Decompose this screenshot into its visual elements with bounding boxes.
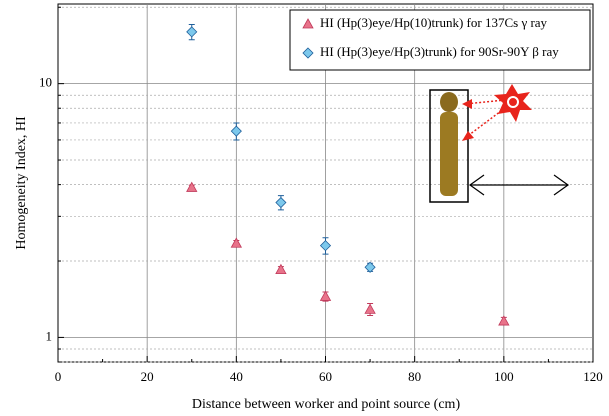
figure-body xyxy=(440,112,458,196)
y-tick-label: 1 xyxy=(46,328,53,343)
data-point xyxy=(498,315,510,326)
ray-arrowhead xyxy=(462,99,472,109)
source-star xyxy=(494,84,532,122)
x-axis-label: Distance between worker and point source… xyxy=(192,397,461,412)
legend-marker xyxy=(302,18,314,29)
data-point xyxy=(275,263,287,275)
ray-arrow xyxy=(464,107,506,139)
y-tick-label: 10 xyxy=(39,75,52,90)
data-point xyxy=(230,125,242,137)
data-point xyxy=(186,181,198,192)
legend-box xyxy=(289,9,591,71)
data-point xyxy=(186,26,198,38)
y-axis-label: Homogeneity Index, HI xyxy=(14,116,29,250)
x-tick-label: 40 xyxy=(230,369,243,384)
x-tick-label: 20 xyxy=(141,369,154,384)
legend-marker xyxy=(302,47,314,59)
x-tick-label: 60 xyxy=(319,369,332,384)
distance-arrowhead xyxy=(468,174,485,196)
data-point xyxy=(230,237,243,248)
x-tick-label: 120 xyxy=(583,369,603,384)
data-point xyxy=(319,290,332,301)
data-point xyxy=(275,196,287,209)
x-tick-label: 0 xyxy=(55,369,62,384)
distance-arrowhead xyxy=(553,174,570,196)
data-point xyxy=(319,240,332,252)
legend-label: HI (Hp(3)eye/Hp(3)trunk) for 90Sr-90Y β … xyxy=(320,44,559,59)
source-dot xyxy=(507,96,519,108)
x-tick-label: 100 xyxy=(494,369,514,384)
data-point xyxy=(364,303,376,314)
data-point xyxy=(364,261,376,273)
legend-label: HI (Hp(3)eye/Hp(10)trunk) for 137Cs γ ra… xyxy=(320,15,548,30)
illustration xyxy=(429,84,570,203)
x-tick-label: 80 xyxy=(408,369,421,384)
figure-head xyxy=(440,92,458,112)
figure-frame xyxy=(429,89,469,203)
ray-arrowhead xyxy=(462,131,474,141)
